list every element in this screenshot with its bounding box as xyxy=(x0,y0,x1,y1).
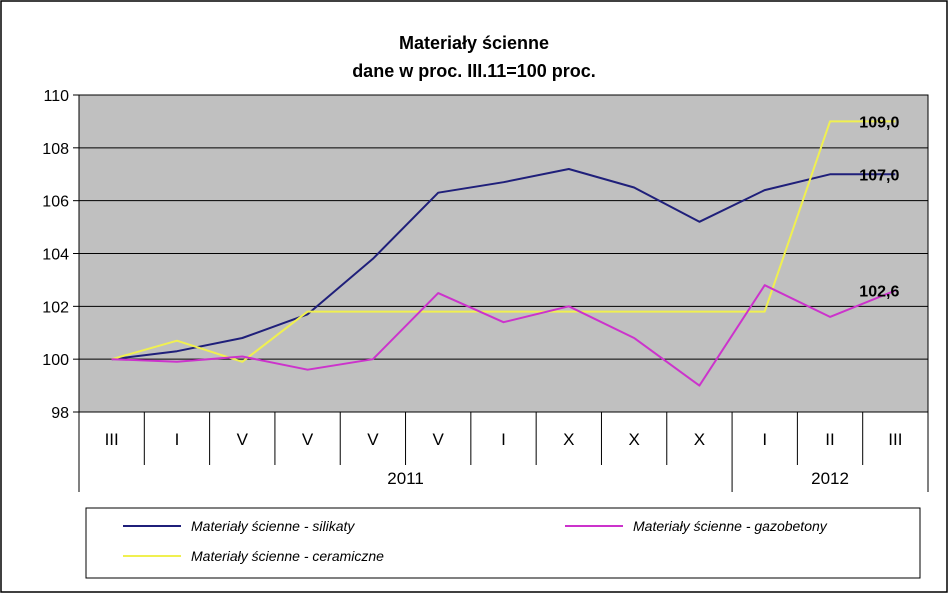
x-tick-label: V xyxy=(237,430,249,449)
legend-label: Materiały ścienne - ceramiczne xyxy=(191,548,384,564)
legend-label: Materiały ścienne - gazobetony xyxy=(633,518,828,534)
y-tick-label: 102 xyxy=(42,299,69,316)
legend-box xyxy=(85,507,921,579)
y-tick-label: 98 xyxy=(51,405,69,422)
chart-title: Materiały ścienne xyxy=(399,33,549,53)
y-tick-label: 100 xyxy=(42,352,69,369)
x-tick-label: X xyxy=(563,430,574,449)
x-tick-label: III xyxy=(888,430,902,449)
data-label: 109,0 xyxy=(859,114,899,131)
x-tick-label: V xyxy=(433,430,445,449)
y-tick-label: 106 xyxy=(42,194,69,211)
legend-label: Materiały ścienne - silikaty xyxy=(191,518,355,534)
x-tick-label: V xyxy=(367,430,379,449)
data-label: 107,0 xyxy=(859,167,899,184)
x-tick-label: X xyxy=(628,430,639,449)
x-tick-label: V xyxy=(302,430,314,449)
y-tick-label: 108 xyxy=(42,141,69,158)
series-line xyxy=(111,284,896,387)
chart-subtitle: dane w proc. III.11=100 proc. xyxy=(352,61,596,81)
x-tick-label: X xyxy=(694,430,705,449)
data-label: 102,6 xyxy=(859,283,899,300)
year-label: 2012 xyxy=(811,469,849,488)
series-line xyxy=(111,168,896,361)
series-line xyxy=(111,120,896,363)
x-tick-label: III xyxy=(105,430,119,449)
x-tick-label: I xyxy=(762,430,767,449)
y-tick-label: 110 xyxy=(43,88,69,105)
x-tick-label: II xyxy=(825,430,834,449)
x-tick-label: I xyxy=(501,430,506,449)
x-tick-label: I xyxy=(175,430,180,449)
y-tick-label: 104 xyxy=(42,247,69,264)
year-label: 2011 xyxy=(387,469,424,488)
